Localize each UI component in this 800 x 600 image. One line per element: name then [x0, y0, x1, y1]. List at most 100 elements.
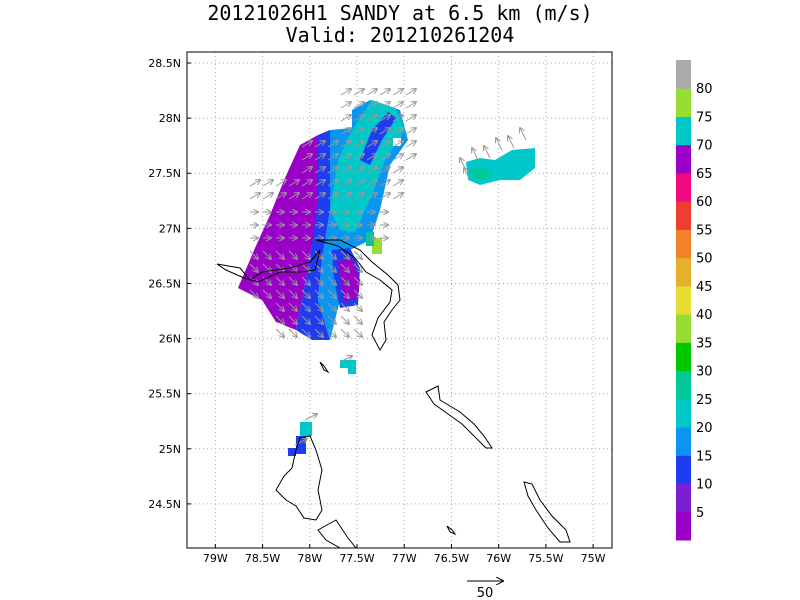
- wind-gap: [393, 138, 401, 146]
- wind-patch-south-1: [340, 360, 356, 368]
- coast-andros-south: [317, 519, 357, 548]
- colorbar-segment: [676, 314, 691, 343]
- x-tick-label: 76W: [486, 552, 511, 565]
- wind-vector: [327, 302, 336, 311]
- wind-vector: [405, 154, 416, 161]
- wind-vector: [288, 328, 297, 337]
- wind-vector: [301, 180, 312, 187]
- wind-vector: [314, 167, 325, 174]
- colorbar-label: 35: [696, 336, 713, 351]
- colorbar-segment: [676, 342, 691, 372]
- colorbar-label: 50: [696, 252, 713, 267]
- colorbar-label: 60: [696, 195, 713, 210]
- wind-vector: [366, 102, 377, 109]
- colorbar-label: 15: [696, 449, 713, 464]
- y-axis-tick-labels: 28.5N 28N 27.5N 27N 26.5N 26N 25.5N 25N 24.5N: [148, 57, 181, 511]
- colorbar-segment: [676, 229, 691, 259]
- coast-eleuthera: [425, 385, 493, 449]
- wind-vector: [314, 289, 323, 298]
- wind-vector: [301, 276, 310, 285]
- wind-vector: [340, 128, 351, 135]
- y-tick-label: 28N: [159, 112, 181, 125]
- wind-vector: [314, 141, 325, 148]
- wind-vector: [508, 136, 515, 149]
- wind-vector: [340, 102, 351, 109]
- wind-vector: [249, 193, 260, 200]
- coast-berry: [319, 361, 330, 374]
- colorbar-segment: [676, 370, 691, 400]
- wind-region-east-band-teal: [470, 168, 492, 180]
- wind-vector: [353, 315, 362, 324]
- wind-vector: [275, 276, 284, 285]
- colorbar-label: 75: [696, 110, 713, 125]
- y-tick-label: 24.5N: [148, 498, 181, 511]
- wind-vector: [366, 141, 377, 148]
- wind-vector: [340, 289, 349, 298]
- wind-vector: [520, 128, 527, 141]
- wind-vector: [301, 315, 310, 324]
- wind-vector: [301, 154, 312, 161]
- wind-vector: [353, 180, 364, 187]
- wind-vector: [340, 193, 351, 200]
- vector-scale: 50: [467, 581, 503, 600]
- wind-vector: [405, 102, 416, 109]
- wind-vector: [304, 414, 317, 421]
- wind-vector: [353, 128, 364, 135]
- wind-vector: [379, 115, 390, 122]
- wind-vector: [472, 148, 479, 161]
- wind-patch-andros-2: [296, 436, 306, 454]
- wind-vector: [314, 315, 323, 324]
- wind-vector: [301, 167, 312, 174]
- vector-scale-label: 50: [477, 586, 494, 600]
- wind-vector: [379, 154, 390, 161]
- wind-vector: [366, 180, 377, 187]
- wind-vector: [275, 263, 284, 272]
- wind-vector: [249, 289, 258, 298]
- colorbar-segment: [676, 483, 691, 513]
- colorbar-label: 10: [696, 478, 713, 493]
- wind-vector: [460, 158, 467, 171]
- wind-patch-andros-1: [300, 422, 312, 436]
- wind-vector: [340, 250, 349, 259]
- wind-vector: [392, 154, 403, 161]
- wind-vector: [301, 141, 312, 148]
- colorbar-segment: [676, 116, 691, 146]
- wind-vector: [353, 250, 362, 259]
- y-tick-label: 28.5N: [148, 57, 181, 70]
- wind-vector: [353, 289, 362, 298]
- wind-vector: [327, 154, 338, 161]
- wind-vector: [353, 102, 364, 109]
- wind-vector: [366, 128, 377, 135]
- plot-title: 20121026H1 SANDY at 6.5 km (m/s) Valid: …: [0, 2, 800, 46]
- y-tick-label: 25N: [159, 443, 181, 456]
- wind-vector: [327, 263, 336, 272]
- wind-vectors: [249, 89, 527, 446]
- wind-vector: [366, 154, 377, 161]
- wind-vector: [327, 328, 336, 337]
- y-tick-label: 26.5N: [148, 277, 181, 290]
- wind-vector: [379, 180, 390, 187]
- wind-vector: [327, 180, 338, 187]
- wind-vector: [353, 263, 362, 272]
- wind-vector: [288, 193, 299, 200]
- y-tick-label: 27N: [159, 222, 181, 235]
- wind-vector: [405, 115, 416, 122]
- colorbar-segment: [676, 201, 691, 230]
- wind-vector: [262, 193, 273, 200]
- wind-vector: [314, 302, 323, 311]
- wind-vector: [301, 289, 310, 298]
- y-tick-label: 25.5N: [148, 388, 181, 401]
- wind-vector: [353, 141, 364, 148]
- wind-vector: [288, 315, 297, 324]
- colorbar-segment: [676, 88, 691, 117]
- colorbar-label: 80: [696, 82, 713, 97]
- wind-vector: [353, 89, 364, 96]
- y-tick-label: 27.5N: [148, 167, 181, 180]
- colorbar-label: 25: [696, 393, 713, 408]
- wind-vector: [301, 250, 310, 259]
- wind-vector: [340, 276, 349, 285]
- wind-vector: [275, 315, 284, 324]
- wind-vector: [301, 193, 312, 200]
- wind-vector: [392, 167, 403, 174]
- wind-vector: [275, 250, 284, 259]
